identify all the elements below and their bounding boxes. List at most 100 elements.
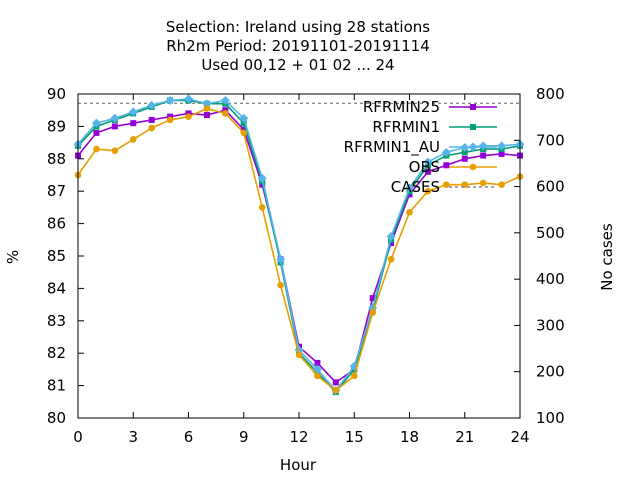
data-point — [148, 116, 155, 123]
axes: 0 3 6 9 12 15 18 21 24 80 81 82 83 84 85 86 87 88 89 90 100 2… — [47, 85, 565, 446]
data-point — [406, 191, 413, 198]
y2-tick-label: 700 — [536, 131, 565, 149]
data-point — [424, 187, 432, 195]
data-point — [240, 120, 247, 127]
data-point — [480, 152, 487, 159]
data-point — [185, 113, 192, 120]
data-point — [130, 120, 137, 127]
y-tick-label: 86 — [47, 215, 66, 233]
data-point — [498, 181, 505, 189]
data-point — [369, 295, 376, 302]
data-point — [222, 110, 229, 117]
y2-tick-label: 800 — [536, 85, 565, 103]
data-point — [461, 149, 468, 156]
y-tick-label: 88 — [47, 150, 66, 168]
data-point — [239, 113, 249, 123]
data-point — [441, 147, 451, 157]
x-tick-label: 6 — [184, 428, 194, 446]
data-point — [314, 372, 321, 380]
data-point — [166, 116, 174, 124]
data-point — [314, 359, 321, 366]
y-axis-label: % — [4, 250, 22, 264]
y-tick-label: 87 — [47, 182, 66, 200]
data-point — [128, 107, 138, 117]
y2-axis-label: No cases — [598, 223, 616, 291]
legend-swatch-marker — [468, 142, 478, 152]
data-point — [111, 147, 119, 154]
x-tick-label: 15 — [345, 428, 364, 446]
y2-tick-label: 300 — [536, 316, 565, 334]
legend-label: RFRMIN25 — [363, 98, 440, 116]
data-point — [423, 157, 433, 167]
data-point — [129, 136, 137, 143]
chart-title-line-1: Selection: Ireland using 28 stations — [166, 18, 430, 36]
data-point — [276, 254, 286, 264]
chart-title-line-3: Used 00,12 + 01 02 ... 24 — [201, 56, 394, 74]
legend-label: RFRMIN1_AU — [344, 138, 440, 157]
data-point — [332, 379, 339, 386]
series-layer — [73, 94, 525, 396]
x-tick-label: 12 — [289, 428, 308, 446]
data-point — [93, 145, 100, 153]
data-point — [203, 112, 210, 119]
data-point — [498, 150, 505, 157]
series-rfrmin1-au — [73, 94, 525, 395]
x-tick-label: 0 — [73, 428, 83, 446]
data-point — [461, 155, 468, 162]
y-tick-label: 89 — [47, 117, 66, 135]
data-point — [443, 162, 450, 169]
y-tick-label: 85 — [47, 247, 66, 265]
legend-swatch-marker — [469, 163, 477, 171]
data-point — [91, 118, 101, 128]
y-tick-label: 80 — [47, 409, 66, 427]
data-point — [220, 95, 230, 105]
y-tick-label: 81 — [47, 377, 66, 395]
y-tick-label: 82 — [47, 344, 66, 362]
data-point — [386, 232, 396, 242]
data-point — [257, 173, 267, 183]
data-point — [111, 123, 118, 130]
data-point — [203, 105, 211, 112]
y2-tick-label: 100 — [536, 409, 565, 427]
data-point — [369, 309, 376, 317]
data-point — [277, 281, 284, 289]
legend-swatch-marker — [470, 104, 476, 110]
data-point — [479, 179, 487, 187]
data-point — [405, 183, 414, 193]
series-obs — [74, 105, 524, 394]
y-tick-label: 90 — [47, 85, 66, 103]
data-point — [258, 204, 266, 211]
legend-label: OBS — [409, 158, 440, 176]
data-point — [497, 141, 507, 151]
plot-frame — [77, 93, 521, 419]
x-tick-label: 21 — [455, 428, 474, 446]
data-point — [184, 94, 193, 104]
y2-tick-label: 200 — [536, 363, 565, 381]
y2-tick-label: 500 — [536, 224, 565, 242]
data-point — [332, 387, 340, 394]
data-point — [110, 113, 120, 123]
data-point — [406, 208, 413, 216]
y-tick-label: 84 — [47, 279, 66, 297]
data-point — [312, 364, 322, 374]
data-point — [350, 372, 358, 380]
data-point — [478, 141, 488, 151]
data-point — [147, 100, 157, 110]
x-tick-label: 3 — [128, 428, 138, 446]
chart-title-line-2: Rh2m Period: 20191101-20191114 — [166, 37, 430, 55]
x-tick-label: 9 — [239, 428, 249, 446]
x-axis-label: Hour — [280, 456, 317, 474]
x-tick-label: 18 — [400, 428, 419, 446]
legend-label: RFRMIN1 — [372, 118, 440, 136]
legend-label: CASES — [391, 178, 440, 196]
y2-tick-label: 400 — [536, 270, 565, 288]
x-tick-label: 24 — [510, 428, 529, 446]
data-point — [295, 351, 303, 359]
data-point — [93, 129, 100, 136]
legend-swatch-marker — [470, 124, 476, 130]
data-point — [202, 99, 212, 109]
data-point — [424, 168, 431, 175]
data-point — [148, 124, 155, 132]
